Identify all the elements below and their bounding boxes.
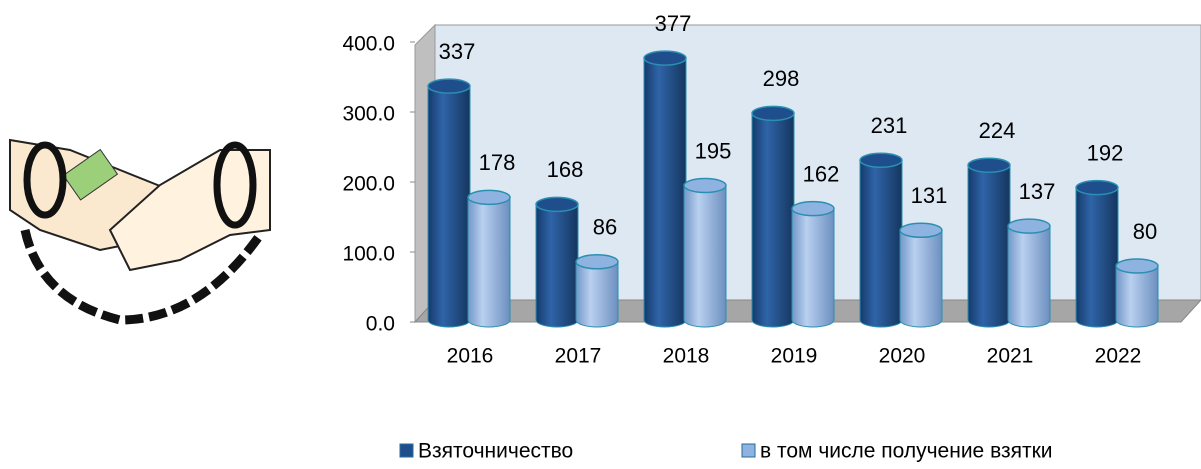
legend-label: Взяточничество: [418, 440, 573, 463]
y-tick-label: 300.0: [342, 103, 395, 126]
bar: [535, 203, 579, 328]
x-tick-label: 2019: [771, 345, 818, 368]
legend-swatch: [399, 443, 414, 458]
x-tick-label: 2018: [663, 345, 710, 368]
x-tick-label: 2016: [447, 345, 494, 368]
value-label: 298: [763, 66, 800, 91]
value-label: 131: [911, 183, 948, 208]
x-tick-label: 2022: [1095, 345, 1142, 368]
bar: [1007, 225, 1051, 328]
bar-cap: [859, 152, 903, 169]
bar: [967, 164, 1011, 328]
value-label: 80: [1133, 219, 1157, 244]
value-label: 377: [655, 11, 692, 36]
x-tick-label: 2020: [879, 345, 926, 368]
bar: [575, 261, 619, 328]
value-label: 231: [871, 113, 908, 138]
y-tick-label: 400.0: [342, 33, 395, 56]
illustration: [9, 138, 271, 325]
value-label: 162: [803, 161, 840, 186]
value-label: 224: [979, 118, 1016, 143]
bar: [1115, 265, 1159, 328]
bar: [683, 185, 727, 328]
x-tick-label: 2017: [555, 345, 602, 368]
bar-cap: [467, 189, 511, 206]
bar: [751, 112, 795, 328]
x-tick-label: 2021: [987, 345, 1034, 368]
bar-cap: [1007, 218, 1051, 234]
bar-cap: [535, 196, 579, 213]
legend-label: в том числе получение взятки: [760, 440, 1053, 463]
bar-cap: [1115, 258, 1159, 274]
bar: [643, 57, 687, 328]
bar: [427, 85, 471, 328]
bar-cap: [643, 50, 687, 66]
bar: [1075, 187, 1119, 328]
bar-cap: [967, 157, 1011, 173]
value-label: 178: [479, 150, 516, 175]
value-label: 168: [547, 157, 584, 182]
y-tick-label: 100.0: [342, 243, 395, 266]
bar-cap: [791, 200, 835, 217]
value-label: 192: [1087, 140, 1124, 165]
bar-cap: [751, 105, 795, 122]
bar: [791, 208, 835, 328]
value-label: 86: [593, 215, 617, 240]
bar-cap: [1075, 179, 1119, 196]
value-label: 137: [1019, 179, 1056, 204]
bar-cap: [427, 78, 471, 94]
bar-cap: [575, 254, 619, 270]
y-tick-label: 200.0: [342, 173, 395, 196]
bar-cap: [899, 222, 943, 239]
value-label: 195: [695, 138, 732, 163]
bar: [467, 196, 511, 328]
bar: [859, 159, 903, 328]
value-label: 337: [439, 39, 476, 64]
legend-swatch: [741, 443, 756, 458]
bar-cap: [683, 177, 727, 194]
bar: [899, 229, 943, 328]
y-tick-label: 0.0: [366, 313, 395, 336]
